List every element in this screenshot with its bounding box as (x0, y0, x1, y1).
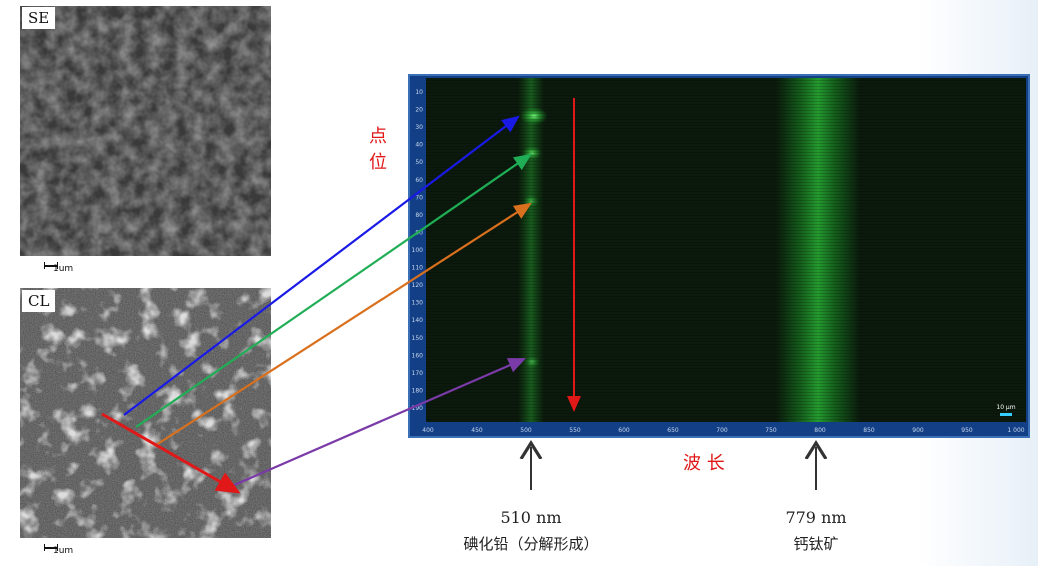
blue-arrow (123, 115, 520, 416)
y-tick-label: 120 (412, 282, 424, 289)
y-tick-label: 60 (415, 177, 423, 184)
purple-arrow (231, 357, 527, 488)
x-tick-label: 700 (716, 427, 728, 434)
spectrum-scale-label: 10 µm (996, 404, 1015, 411)
x-tick-label: 800 (814, 427, 826, 434)
peak-779-value: 779 nm (785, 508, 847, 527)
x-tick-label: 950 (961, 427, 973, 434)
y-ticks: 10 20 30 40 50 60 70 80 90 100 110 120 130 140 150 160 1… (412, 89, 424, 412)
x-tick-label: 550 (569, 427, 581, 434)
y-tick-label: 160 (412, 352, 424, 359)
cl-spectrum-image: 10 20 30 40 50 60 70 80 90 100 110 120 130 140 150 160 1… (408, 74, 1030, 438)
se-label: SE (22, 7, 56, 29)
red-line-scan-arrow (101, 412, 241, 494)
se-image (20, 6, 271, 256)
cl-image (20, 288, 271, 538)
y-tick-label: 190 (412, 405, 424, 412)
y-tick-label: 80 (415, 212, 423, 219)
cl-label: CL (22, 290, 56, 312)
x-tick-label: 500 (520, 427, 532, 434)
y-tick-label: 180 (412, 387, 424, 394)
wavelength-label: 波 长 (683, 453, 725, 474)
y-tick-label: 100 (412, 247, 424, 254)
y-tick-label: 40 (415, 142, 423, 149)
x-ticks: 400 450 500 550 600 650 700 750 800 850 900 950 1 00… (422, 427, 1024, 434)
x-tick-label: 850 (863, 427, 875, 434)
y-tick-label: 130 (412, 300, 424, 307)
se-scale-bar: 1um (44, 258, 84, 278)
cl-scale-bar: 1um (44, 540, 84, 560)
y-tick-label: 150 (412, 335, 424, 342)
peak-779-material: 钙钛矿 (793, 535, 839, 553)
scale-bar-icon (44, 544, 58, 551)
x-tick-label: 750 (765, 427, 777, 434)
x-tick-label: 900 (912, 427, 924, 434)
y-tick-label: 20 (415, 107, 423, 114)
y-tick-label: 70 (415, 194, 423, 201)
peak-510-caption: 510 nm 碘化铅（分解形成） (420, 505, 642, 557)
y-tick-label: 30 (415, 124, 423, 131)
x-tick-label: 600 (618, 427, 630, 434)
x-tick-label: 1 000 (1007, 427, 1024, 434)
peak-779-caption: 779 nm 钙钛矿 (756, 505, 876, 557)
se-scale-label: 1um (53, 264, 74, 274)
scale-bar-icon (44, 262, 58, 269)
cl-scale-label: 1um (53, 546, 74, 556)
y-tick-label: 90 (415, 229, 423, 236)
x-tick-label: 650 (667, 427, 679, 434)
x-tick-label: 400 (422, 427, 434, 434)
green-arrow (135, 153, 532, 428)
peak-510-material: 碘化铅（分解形成） (463, 535, 599, 553)
position-label: 点位 (369, 126, 387, 173)
y-tick-label: 50 (415, 159, 423, 166)
peak-510-value: 510 nm (500, 508, 562, 527)
y-tick-label: 10 (415, 89, 423, 96)
y-tick-label: 140 (412, 317, 424, 324)
y-tick-label: 110 (412, 265, 424, 272)
x-tick-label: 450 (471, 427, 483, 434)
y-tick-label: 170 (412, 370, 424, 377)
orange-arrow (155, 202, 532, 446)
